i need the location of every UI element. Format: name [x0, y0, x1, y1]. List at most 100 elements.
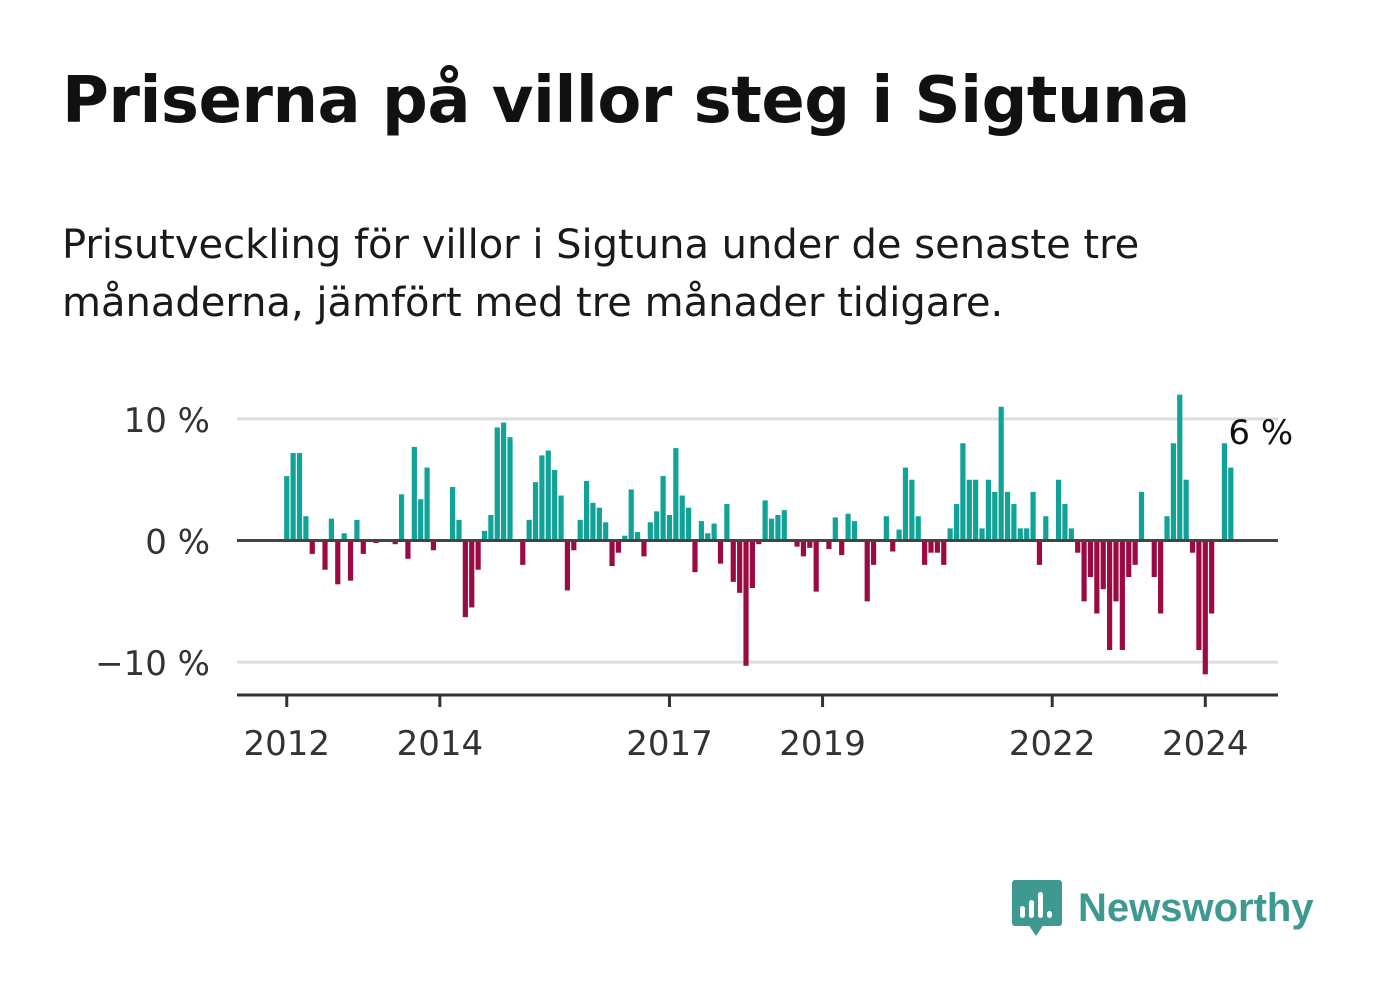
bar [418, 499, 424, 541]
bar [634, 532, 641, 541]
bar [449, 487, 456, 541]
bar [864, 540, 870, 602]
bar [992, 491, 998, 541]
bar [1024, 528, 1030, 541]
bar [552, 470, 558, 541]
bar [590, 502, 596, 541]
bar [545, 450, 551, 541]
bar [979, 528, 985, 541]
bar [679, 495, 685, 541]
bar [347, 540, 354, 581]
bar [398, 494, 405, 541]
bar [603, 522, 609, 541]
bar [1119, 540, 1125, 650]
bar [622, 535, 628, 541]
bar [328, 518, 335, 541]
bar [290, 452, 296, 541]
bar [1107, 540, 1113, 650]
bar [520, 540, 526, 565]
bar [711, 523, 717, 541]
chart-title: Priserna på villor steg i Sigtuna [62, 64, 1190, 138]
bar [501, 422, 507, 541]
bar [1087, 540, 1094, 578]
bar [973, 479, 979, 541]
bar [654, 511, 660, 541]
bar [775, 515, 781, 541]
bar [1209, 540, 1215, 614]
bar [1221, 443, 1228, 541]
bar [615, 540, 622, 553]
bar [756, 540, 762, 545]
bar [1055, 479, 1062, 541]
bar [469, 540, 475, 608]
bar [296, 452, 303, 541]
bar [1202, 540, 1208, 675]
x-tick-label: 2014 [397, 724, 484, 764]
bar [1036, 540, 1043, 565]
bar [1177, 394, 1183, 541]
bar [807, 540, 813, 548]
x-tick-label: 2024 [1162, 724, 1249, 764]
bars [284, 394, 1234, 675]
bar [692, 540, 698, 573]
bar [1228, 467, 1234, 541]
bar [424, 467, 430, 541]
bar [1183, 479, 1189, 541]
x-tick-label: 2017 [626, 724, 713, 764]
bar [564, 540, 571, 591]
bar [730, 540, 736, 582]
bar [947, 528, 953, 541]
bar [360, 540, 366, 554]
bar [1062, 504, 1068, 541]
last-value-label: 6 % [1228, 413, 1293, 453]
bar [526, 519, 532, 541]
bar [335, 540, 341, 585]
y-tick-label: 0 % [145, 523, 210, 563]
bar [928, 540, 934, 553]
bar [430, 540, 437, 551]
x-tick-label: 2019 [779, 724, 866, 764]
bar [596, 507, 602, 541]
bar-chart-speech-bubble-icon [1012, 880, 1062, 936]
labels: 10 % 0 % −10 % 2012 2014 2017 2019 2022 2024 6 % [95, 401, 1293, 764]
bar [1030, 491, 1036, 541]
bar [583, 480, 590, 541]
bar [1138, 491, 1145, 541]
axes [237, 539, 1278, 707]
bar [532, 482, 539, 541]
bar [883, 516, 889, 541]
bar [1158, 540, 1164, 614]
bar [717, 540, 724, 564]
bar [475, 540, 481, 570]
bar [826, 540, 832, 550]
bar [1100, 540, 1106, 590]
bar [953, 504, 960, 541]
bar [1126, 540, 1132, 578]
bar [941, 540, 947, 565]
bar [341, 533, 347, 541]
bar [481, 530, 488, 541]
bar [1132, 540, 1138, 565]
bar [507, 437, 513, 541]
bar-chart: 10 % 0 % −10 % 2012 2014 2017 2019 2022 2024 6 % [95, 394, 1293, 764]
bar [794, 540, 800, 547]
bar [686, 507, 692, 541]
brand-name: Newsworthy [1078, 885, 1314, 930]
y-tick-label: 10 % [124, 401, 210, 441]
bar [845, 513, 851, 541]
bar [284, 476, 290, 541]
bar [1189, 540, 1196, 553]
bar [1068, 528, 1074, 541]
bar [1004, 491, 1011, 541]
bar [660, 476, 666, 541]
bar [405, 540, 411, 559]
bar [698, 521, 704, 541]
bar [673, 448, 679, 541]
bar [303, 516, 309, 541]
bar [851, 521, 858, 541]
bar [1151, 540, 1157, 578]
bar [909, 479, 915, 541]
bar [724, 504, 730, 541]
gridlines [237, 417, 1278, 664]
bar [800, 540, 807, 557]
